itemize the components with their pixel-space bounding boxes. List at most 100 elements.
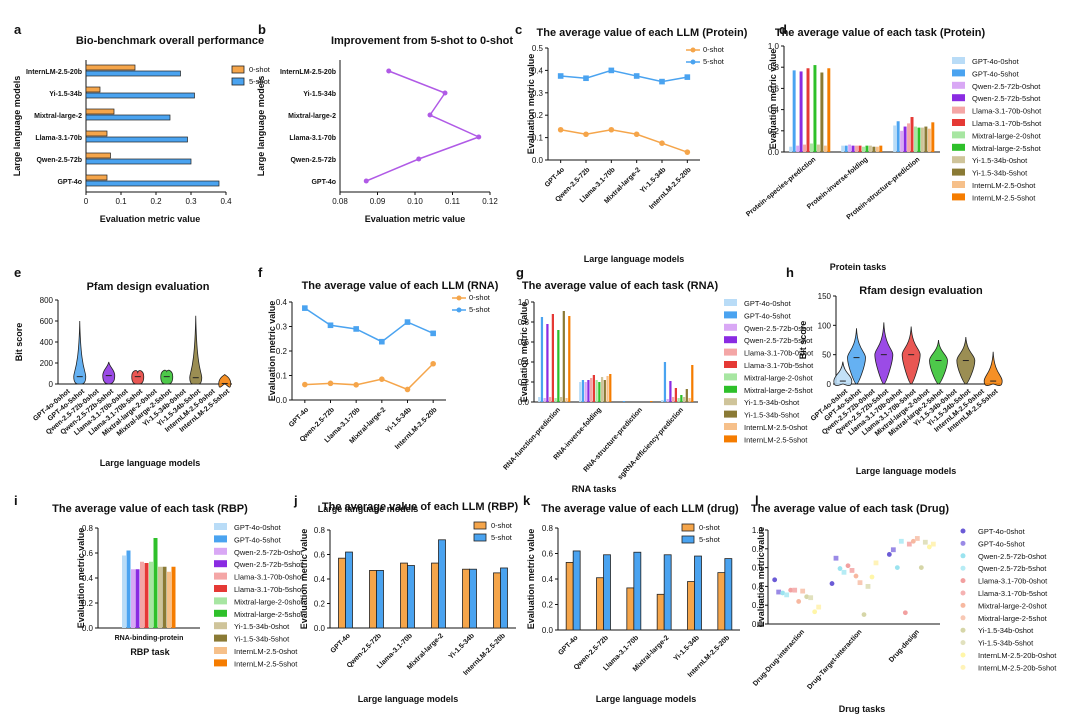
g-bar [622,401,626,402]
j-bar-0shot [493,572,501,629]
l-legend-marker [960,553,966,559]
j-y-tick-label: 0.6 [314,551,326,560]
b-x-tick-label: 0.08 [332,197,348,206]
panel-letter-c: c [515,22,522,37]
i-legend-label: InternLM-2.5-0shot [234,647,298,656]
i-y-tick-label: 0.6 [82,549,94,558]
c-title: The average value of each LLM (Protein) [537,27,748,39]
d-bar [862,146,865,152]
g-legend-swatch [724,311,737,319]
a-y-label: Large language models [12,76,22,177]
j-y-tick-label: 0.0 [314,624,326,633]
l-point [800,588,806,594]
panel-letter-k: k [523,493,531,508]
f-point [302,305,308,311]
panel-letter-d: d [779,22,787,37]
h-violin [901,326,921,385]
g-bar [565,398,568,402]
d-bar [792,70,796,152]
b-x-label: Evaluation metric value [365,214,466,224]
b-y-tick-label: Mixtral-large-2 [288,113,336,120]
l-point [853,573,859,579]
d-y-tick-label: 0.8 [768,63,780,72]
d-legend-swatch [952,94,965,102]
j-bar-0shot [369,570,377,629]
panel-letter-g: g [516,265,524,280]
g-bar [666,399,669,402]
e-y-tick-label: 0 [49,380,54,389]
f-point [302,381,308,388]
a-bar-5shot [85,114,171,121]
i-legend-label: Llama-3.1-70b-0shot [234,573,304,582]
g-legend-swatch [724,435,737,443]
d-bar [806,68,810,152]
j-legend-label: 5-shot [491,533,513,542]
k-bar-5shot [694,555,702,631]
l-point [930,541,936,547]
k-y-label: Evaluation metric value [526,529,536,630]
f-point [327,380,334,387]
i-legend-label: Yi-1.5-34b-5shot [234,635,290,644]
f-y-tick-label: 0.1 [276,372,288,381]
a-x-tick-label: 0.2 [150,197,162,206]
j-bar-5shot [376,570,384,629]
g-legend-label: InternLM-2.5-5shot [744,435,808,444]
l-legend-label: Qwen-2.5-72b-0shot [978,552,1047,561]
h-violin [833,361,853,386]
g-bar [606,376,609,402]
g-bar [584,382,587,402]
d-y-tick-label: 0.0 [768,148,780,157]
i-legend-swatch [214,585,227,592]
l-legend-label: Llama-3.1-70b-5shot [978,589,1048,598]
e-x-label: Large language models [100,458,201,468]
g-legend-label: Qwen-2.5-72b-0shot [744,324,813,333]
e-violin [73,320,87,385]
d-bar [844,145,848,152]
f-y-tick-label: 0.0 [276,396,288,405]
i-legend-swatch [214,659,227,667]
b-point [363,178,369,184]
d-bar [893,125,897,152]
g-bar [609,374,612,402]
h-violin [874,322,894,385]
a-bar-5shot [85,70,181,77]
e-violin [189,315,203,385]
f-legend-label: 5-shot [469,305,491,314]
i-bar [122,555,126,628]
d-bar [827,68,831,152]
k-bar-0shot [687,581,695,631]
b-y-label: Large language models [256,76,266,177]
d-bar [924,126,928,152]
i-legend-label: Qwen-2.5-72b-0shot [234,548,303,557]
k-legend-swatch [681,535,695,544]
f-x-label: Large language models [318,504,419,514]
d-legend-label: Llama-3.1-70b-5shot [972,119,1042,128]
g-bar [557,330,560,402]
g-bar [603,380,606,402]
c-legend-marker [690,59,696,65]
b-point [386,68,392,74]
j-x-tick-label: GPT-4o [330,632,352,654]
a-title: Bio-benchmark overall performance [76,35,264,47]
g-bar [663,362,667,402]
i-legend-swatch [214,535,227,543]
c-y-tick-label: 0.4 [532,66,544,75]
d-bar [855,145,859,152]
l-point [918,565,924,570]
f-y-tick-label: 0.4 [276,298,288,307]
l-x-tick-label: Drug-Target-interaction [806,629,863,691]
a-legend-swatch [231,65,245,74]
g-bar [600,377,604,402]
i-y-label: Evaluation metric value [76,528,86,629]
g-legend-label: Yi-1.5-34b-5shot [744,411,800,420]
g-legend-label: InternLM-2.5-0shot [744,423,808,432]
g-bar [682,397,686,402]
a-bar-5shot [85,158,192,165]
a-legend-swatch [231,77,245,86]
g-x-label: RNA tasks [572,484,617,494]
e-y-label: Bit score [14,323,24,362]
i-y-tick-label: 0.8 [82,524,94,533]
b-point [442,90,448,96]
l-x-tick-label: Drug-design [888,629,921,664]
k-legend-label: 0-shot [699,523,721,532]
